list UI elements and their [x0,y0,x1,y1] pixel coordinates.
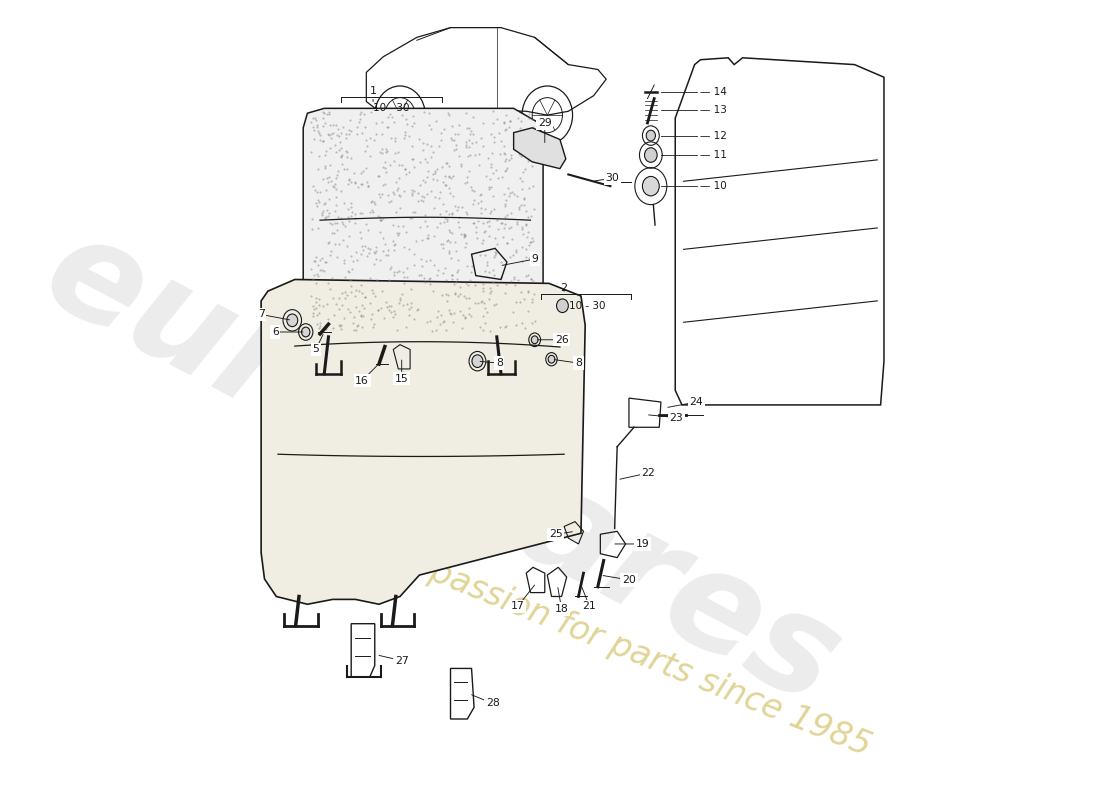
Text: 26: 26 [554,334,569,345]
Text: 7: 7 [257,310,265,319]
Text: 15: 15 [395,374,408,384]
Circle shape [645,148,657,162]
Text: 1: 1 [370,86,376,96]
Text: 20: 20 [621,575,636,585]
Polygon shape [514,128,565,169]
Text: 23: 23 [669,413,683,422]
Text: eurospares: eurospares [23,202,861,734]
Circle shape [548,355,554,363]
Text: a passion for parts since 1985: a passion for parts since 1985 [396,543,876,762]
Text: 30: 30 [605,174,619,183]
Text: 6: 6 [272,327,279,337]
Text: 18: 18 [554,604,569,614]
Text: 22: 22 [641,468,656,478]
Text: 10 - 30: 10 - 30 [569,301,605,311]
Text: 29: 29 [538,118,552,128]
Text: — 10: — 10 [700,181,726,191]
Circle shape [646,130,656,141]
Circle shape [531,336,538,344]
Text: 8: 8 [496,358,503,368]
Text: 21: 21 [583,602,596,611]
Circle shape [301,327,310,337]
Text: — 11: — 11 [700,150,726,160]
Text: 5: 5 [312,345,319,354]
Circle shape [642,177,659,196]
Text: 28: 28 [486,698,499,709]
Text: 10 - 30: 10 - 30 [373,103,410,114]
Circle shape [557,299,569,313]
Text: 17: 17 [512,602,525,611]
Text: 8: 8 [575,358,582,368]
Text: 27: 27 [395,656,408,666]
Text: 19: 19 [636,539,649,549]
Text: — 13: — 13 [700,106,726,115]
Text: 2: 2 [561,283,568,294]
Text: — 14: — 14 [700,87,726,97]
Text: 25: 25 [549,530,562,539]
Polygon shape [304,108,543,337]
Polygon shape [261,279,585,604]
Circle shape [472,355,483,367]
Circle shape [287,314,298,326]
Text: 9: 9 [531,254,538,264]
Text: — 12: — 12 [700,130,726,141]
Text: 24: 24 [690,397,703,407]
Text: 16: 16 [355,376,368,386]
